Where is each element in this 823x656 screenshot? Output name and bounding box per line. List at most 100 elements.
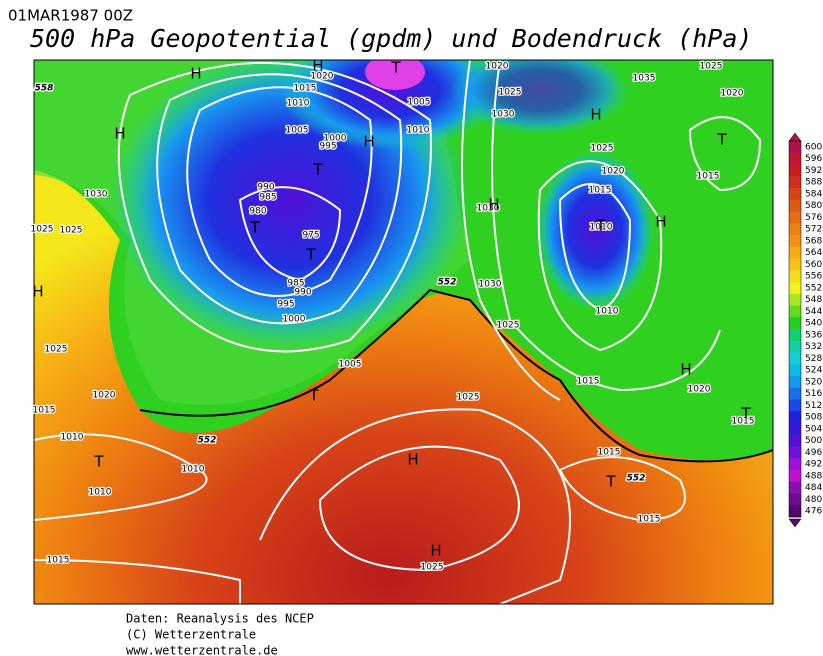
isobar	[688, 116, 762, 192]
isobar-label: 1010	[590, 223, 613, 233]
colorbar-label: 488	[805, 471, 822, 481]
colorbar-swatch	[789, 446, 801, 459]
colorbar-swatch	[789, 340, 801, 353]
isobar-label: 1025	[497, 321, 520, 331]
pressure-center: H	[488, 196, 499, 214]
colorbar-swatch	[789, 282, 801, 295]
isobar	[186, 86, 373, 297]
isobar-label: 1015	[598, 448, 621, 458]
colorbar-swatch	[789, 364, 801, 377]
colorbar-top-arrow	[788, 132, 802, 142]
isobar-label: 1010	[89, 488, 112, 498]
colorbar-swatch	[789, 470, 801, 483]
colorbar-label: 540	[805, 319, 822, 329]
isobar-label: 995	[277, 300, 294, 310]
isobar-label: 1025	[700, 62, 723, 72]
isobar-label: 1010	[407, 126, 430, 136]
colorbar-swatch	[789, 305, 801, 318]
isobar	[259, 408, 571, 604]
colorbar-swatch	[789, 199, 801, 212]
isobar-label: 1035	[633, 74, 656, 84]
colorbar-swatch	[789, 399, 801, 412]
credit-line: (C) Wetterzentrale	[126, 628, 256, 642]
map-area	[34, 60, 773, 604]
colorbar-label: 560	[805, 260, 822, 270]
colorbar-swatch	[789, 481, 801, 494]
colorbar-swatch	[789, 258, 801, 271]
isobar-label: 1025	[45, 345, 68, 355]
colorbar-swatch	[789, 211, 801, 224]
pressure-center: H	[407, 451, 418, 469]
pressure-center: H	[190, 65, 201, 83]
colorbar-label: 588	[805, 178, 822, 188]
colorbar-label: 576	[805, 213, 822, 223]
colorbar-label: 568	[805, 236, 822, 246]
colorbar-label: 508	[805, 413, 822, 423]
isobar-label: 1000	[324, 134, 347, 144]
isobar-label: 1025	[457, 393, 480, 403]
colorbar-label: 520	[805, 377, 822, 387]
isobar-label: 1015	[732, 417, 755, 427]
colorbar-swatch	[789, 270, 801, 283]
isobar-label: 1015	[294, 84, 317, 94]
pressure-center: T	[308, 387, 319, 405]
isobar	[34, 433, 208, 521]
colorbar-label: 512	[805, 401, 822, 411]
isobar-label: 1025	[31, 225, 54, 235]
colorbar-swatch	[789, 188, 801, 201]
isobar	[491, 60, 721, 392]
low-core	[365, 60, 425, 90]
pressure-center: H	[655, 213, 666, 231]
colorbar-swatch	[789, 434, 801, 447]
map-title: 500 hPa Geopotential (gpdm) und Bodendru…	[30, 24, 752, 53]
isobar-label: 975	[302, 231, 319, 241]
pressure-center: H	[680, 361, 691, 379]
isobar-label: 1030	[479, 280, 502, 290]
colorbar-label: 500	[805, 436, 822, 446]
isobar-label: 1005	[339, 360, 362, 370]
colorbar-swatch	[789, 458, 801, 471]
isobar	[34, 559, 241, 604]
colorbar-label: 580	[805, 201, 822, 211]
isobar-label: 1015	[33, 406, 56, 416]
credit-line: Daten: Reanalysis des NCEP	[126, 612, 314, 626]
colorbar-label: 544	[805, 307, 822, 317]
isobar-label: 1020	[721, 89, 744, 99]
colorbar-label: 584	[805, 189, 822, 199]
isobar-label: 1000	[283, 315, 306, 325]
colorbar-label: 532	[805, 342, 822, 352]
isobar-label: 1005	[286, 126, 309, 136]
colorbar-swatch	[789, 352, 801, 365]
colorbar-label: 564	[805, 248, 822, 258]
pressure-center: T	[716, 131, 727, 149]
pressure-center: H	[32, 283, 43, 301]
colorbar-label: 484	[805, 483, 822, 493]
isobar-label: 1020	[602, 167, 625, 177]
isobar-label: 1010	[182, 465, 205, 475]
isobar-label: 1030	[492, 110, 515, 120]
colorbar-label: 572	[805, 225, 822, 235]
isobar	[558, 456, 686, 522]
colorbar-swatch	[789, 152, 801, 165]
height-label: 552	[198, 436, 217, 446]
low-field-north	[280, 60, 500, 150]
colorbar-swatch	[789, 329, 801, 342]
colorbar-swatch	[789, 223, 801, 236]
height-label: 552	[627, 474, 646, 484]
pressure-center: T	[312, 161, 323, 179]
pressure-center: T	[595, 217, 606, 235]
colorbar-label: 592	[805, 166, 822, 176]
isobar-label: 985	[259, 193, 276, 203]
isobar	[156, 73, 403, 325]
isobar-label: 1025	[499, 88, 522, 98]
colorbar-swatch	[789, 505, 801, 518]
isobar	[238, 186, 342, 282]
isobar-label: 1020	[93, 391, 116, 401]
pressure-center: T	[605, 473, 616, 491]
isobar-label: 1010	[287, 99, 310, 109]
colorbar-swatch	[789, 317, 801, 330]
isobar-label: 1020	[311, 72, 334, 82]
isobar-label: 1005	[408, 98, 431, 108]
isobar-label: 1030	[477, 204, 500, 214]
isobar-label: 990	[257, 183, 274, 193]
